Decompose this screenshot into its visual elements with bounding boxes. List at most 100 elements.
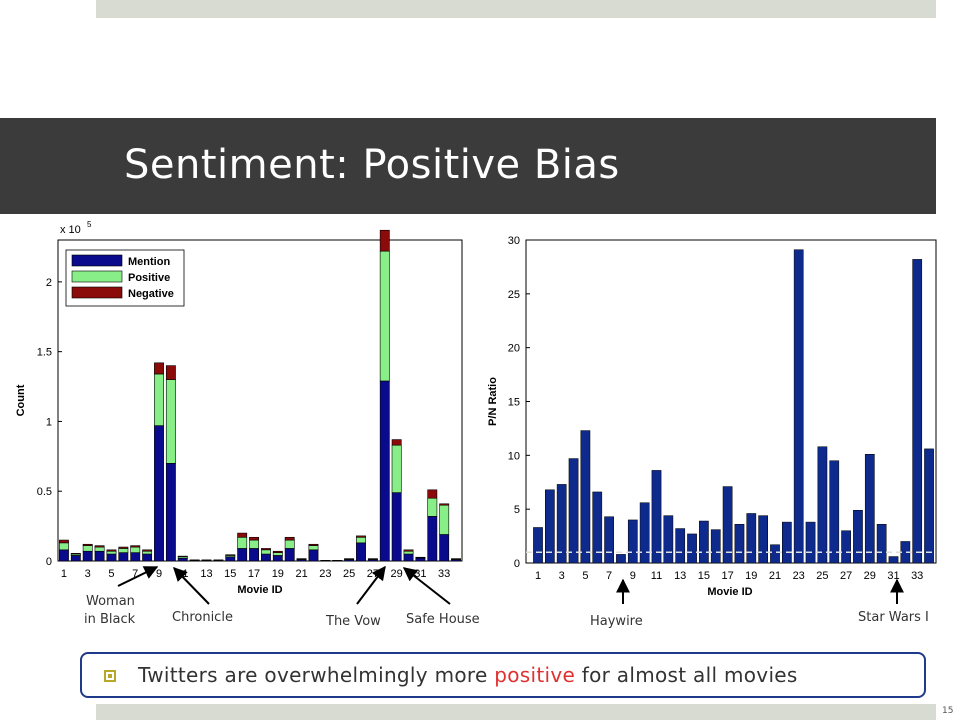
ratio-bar-27	[841, 530, 851, 564]
bar-mention-10	[165, 463, 176, 562]
ratio-bar-17	[722, 486, 733, 564]
bar-negative-27	[367, 558, 378, 560]
annotation-woman-in-black-line1: Woman	[86, 594, 135, 609]
bar-negative-24	[332, 560, 343, 562]
annotation-arrows	[117, 565, 904, 605]
chart1-xtick-label: 1	[61, 568, 67, 580]
chart2-xtick-label: 3	[559, 570, 565, 582]
bar-mention-1	[59, 549, 69, 562]
chart1-ytick-label: 1.5	[37, 347, 52, 359]
chart1-xtick-label: 17	[248, 568, 260, 580]
bar-positive-20	[284, 539, 295, 549]
bar-mention-30	[403, 553, 414, 562]
bar-negative-29	[391, 439, 402, 446]
title-bar	[0, 118, 936, 214]
bar-mention-7	[130, 552, 141, 562]
chart2-xtick-label: 13	[674, 570, 686, 582]
bar-negative-4	[94, 545, 105, 548]
chart2-ytick-label: 30	[508, 235, 520, 247]
bar-mention-20	[284, 548, 295, 562]
ratio-bar-24	[805, 521, 816, 564]
ratio-bar-8	[616, 554, 626, 564]
bar-positive-5	[106, 550, 117, 555]
bar-mention-19	[272, 555, 283, 562]
chart2-ytick-label: 10	[508, 450, 520, 462]
bar-mention-3	[82, 550, 93, 562]
chart2-xtick-label: 19	[745, 570, 757, 582]
bar-negative-5	[106, 549, 117, 552]
bar-negative-30	[403, 549, 414, 552]
bar-mention-22	[308, 549, 319, 562]
annotation-safe-house: Safe House	[406, 612, 480, 627]
page-number: 15	[942, 706, 954, 716]
bar-negative-33	[439, 503, 450, 506]
chart1-xtick-label: 5	[108, 568, 114, 580]
bar-negative-18	[261, 548, 271, 551]
chart2-ytick-label: 15	[508, 397, 520, 409]
ratio-bar-13	[675, 528, 686, 564]
legend-label-positive: Positive	[128, 272, 170, 284]
bar-mention-2	[70, 555, 81, 562]
ratio-bar-34	[924, 448, 934, 564]
chart2-ytick-label: 0	[514, 558, 520, 570]
chart2-ytick-label: 20	[508, 343, 520, 355]
bar-positive-6	[118, 548, 129, 553]
bar-positive-29	[391, 444, 402, 493]
chart1-exponent-label: x 10	[60, 224, 81, 236]
chart2-xtick-label: 21	[769, 570, 781, 582]
bar-mention-18	[261, 553, 271, 562]
chart2-xtick-label: 23	[793, 570, 805, 582]
chart2-xtick-label: 33	[911, 570, 923, 582]
bar-mention-4	[94, 550, 105, 562]
chart2-ylabel: P/N Ratio	[487, 377, 499, 426]
annotation-the-vow: The Vow	[326, 614, 381, 629]
takeaway-after: for almost all movies	[575, 663, 798, 687]
chart1-xtick-label: 7	[132, 568, 138, 580]
bar-negative-16	[237, 532, 248, 538]
bar-mention-29	[391, 492, 402, 562]
stacked-count-chart: 00.511.52x 10 51 3 5 7 9 11 13 15 17 19 21 23 25 27 29 3…	[15, 220, 463, 596]
ratio-bar-23	[793, 249, 804, 564]
bar-positive-19	[272, 552, 283, 556]
bar-negative-23	[320, 560, 331, 562]
bottom-decor-bar	[96, 704, 936, 720]
chart2-xtick-label: 9	[630, 570, 636, 582]
takeaway-highlight: positive	[494, 663, 576, 687]
bar-positive-16	[237, 536, 248, 549]
bar-mention-11	[177, 557, 188, 562]
chart2-ytick-label: 5	[514, 504, 520, 516]
bar-mention-15	[225, 556, 236, 562]
bar-negative-32	[427, 489, 438, 499]
ratio-bar-6	[592, 491, 603, 564]
ratio-bar-28	[853, 509, 863, 564]
ratio-bar-30	[876, 523, 887, 564]
bar-mention-8	[142, 553, 153, 562]
ratio-bar-21	[770, 544, 780, 564]
ratio-bar-10	[639, 502, 650, 564]
chart1-xtick-label: 21	[295, 568, 307, 580]
key-takeaway-box: Twitters are overwhelmingly more positiv…	[80, 652, 926, 698]
chart2-xtick-label: 5	[582, 570, 588, 582]
bar-negative-12	[189, 559, 200, 561]
ratio-bar-9	[627, 519, 638, 564]
chart1-xtick-label: 29	[391, 568, 403, 580]
arrow-the-vow	[356, 565, 386, 605]
bar-negative-3	[82, 543, 93, 546]
bar-mention-17	[249, 548, 259, 562]
chart2-xtick-label: 15	[698, 570, 710, 582]
chart1-xtick-label: 25	[343, 568, 355, 580]
bar-negative-15	[225, 554, 236, 556]
ratio-bar-29	[864, 454, 875, 564]
annotation-chronicle: Chronicle	[172, 610, 233, 625]
legend-swatch-positive	[71, 270, 123, 283]
bar-positive-26	[356, 536, 366, 544]
bar-negative-2	[70, 553, 81, 555]
bar-negative-20	[284, 536, 295, 541]
bullet-icon	[104, 670, 116, 682]
ratio-bar-26	[829, 460, 840, 564]
ratio-bar-22	[782, 521, 792, 564]
bar-negative-11	[177, 555, 188, 558]
ratio-bar-1	[533, 527, 543, 564]
ratio-bar-12	[663, 515, 674, 564]
